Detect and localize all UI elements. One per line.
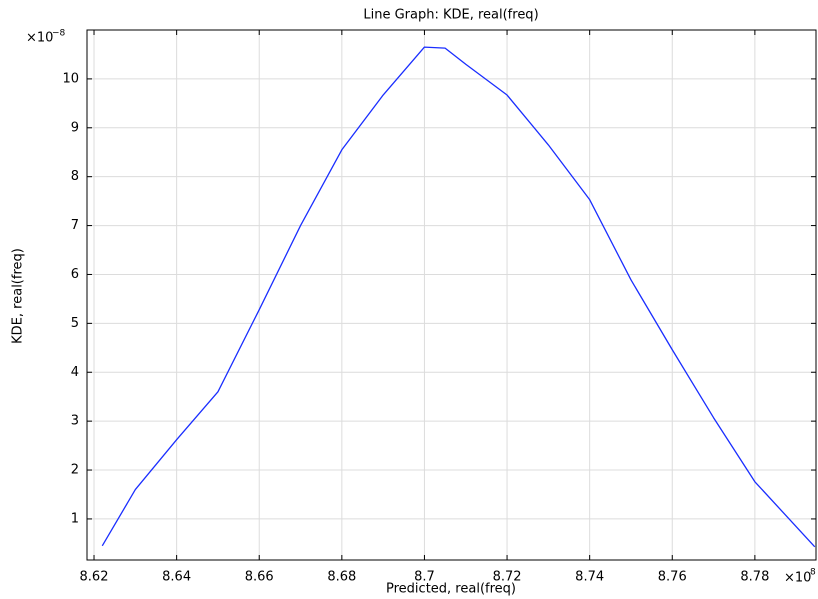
y-tick-label: 5 [71,316,79,331]
x-axis-label: Predicted, real(freq) [386,582,516,597]
y-tick-label: 6 [71,267,79,282]
y-tick-label: 9 [71,120,79,135]
x-tick-label: 8.76 [658,570,687,585]
chart-title: Line Graph: KDE, real(freq) [363,8,538,23]
x-tick-label: 8.62 [80,570,109,585]
y-tick-label: 7 [71,218,79,233]
x-tick-label: 8.68 [327,570,356,585]
y-multiplier: ×10 [26,31,53,46]
y-tick-label: 2 [71,463,79,478]
plot-frame [86,29,817,561]
x-tick-label: 8.72 [493,570,522,585]
y-tick-label: 8 [71,169,79,184]
x-multiplier: ×10 [784,571,811,586]
x-tick-label: 8.66 [245,570,274,585]
y-tick-label: 10 [62,71,79,86]
x-tick-label: 8.7 [414,570,435,585]
x-tick-label: 8.74 [575,570,604,585]
y-tick-label: 3 [71,414,79,429]
y-tick-label: 1 [71,511,79,526]
x-tick-label: 8.64 [162,570,191,585]
y-tick-label: 4 [71,365,79,380]
data-line [101,46,816,548]
x-multiplier-exponent: 8 [810,568,816,578]
y-axis-label: KDE, real(freq) [11,248,26,344]
y-multiplier-exponent: −8 [52,29,66,39]
x-tick-label: 8.78 [740,570,769,585]
